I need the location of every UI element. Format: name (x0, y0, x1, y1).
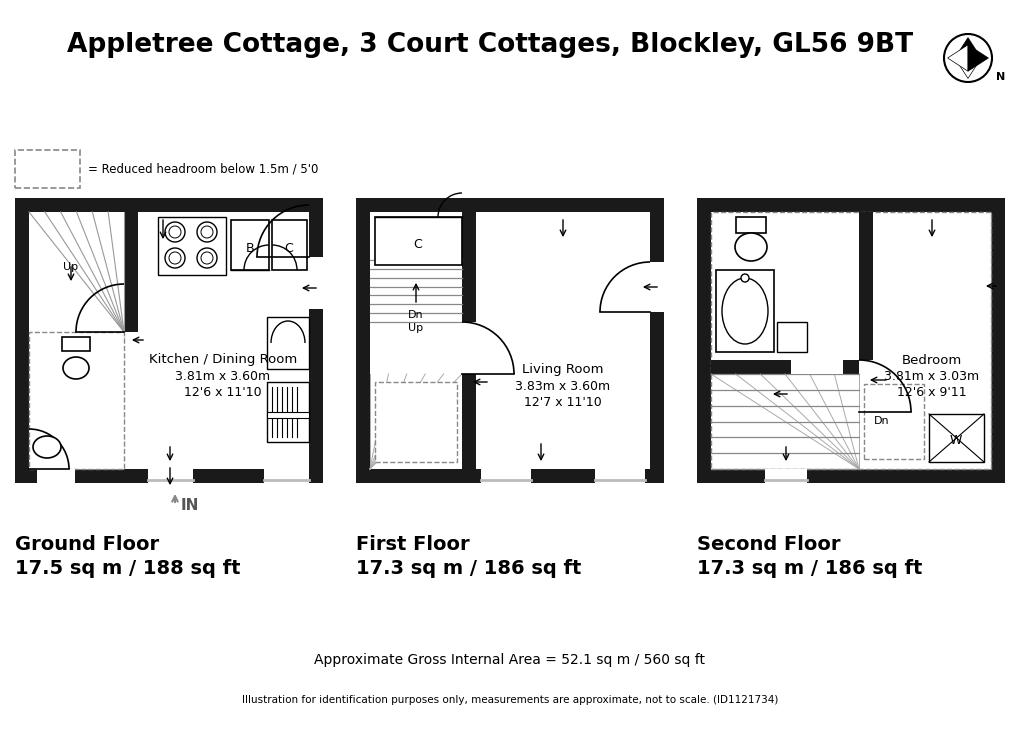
Text: Dn: Dn (873, 416, 889, 426)
Text: C: C (414, 238, 422, 250)
Bar (29, 332, 124, 469)
Circle shape (169, 226, 180, 238)
Polygon shape (954, 38, 980, 58)
Text: 12'6 x 9'11: 12'6 x 9'11 (897, 386, 966, 400)
Polygon shape (954, 58, 980, 79)
Bar (375, 217, 462, 265)
Text: 17.3 sq m / 186 sq ft: 17.3 sq m / 186 sq ft (356, 559, 581, 578)
Bar (375, 382, 457, 462)
Circle shape (943, 34, 991, 82)
Bar (928, 414, 983, 462)
Text: Illustration for identification purposes only, measurements are approximate, not: Illustration for identification purposes… (242, 695, 777, 705)
Text: IN: IN (180, 498, 199, 512)
Circle shape (197, 248, 217, 268)
Text: = Reduced headroom below 1.5m / 5'0: = Reduced headroom below 1.5m / 5'0 (88, 163, 318, 175)
Text: 3.83m x 3.60m: 3.83m x 3.60m (515, 381, 610, 394)
Bar (124, 212, 138, 332)
Text: C: C (284, 241, 293, 255)
Bar (37, 469, 75, 483)
Bar (370, 212, 649, 469)
Text: 12'7 x 11'10: 12'7 x 11'10 (524, 397, 601, 409)
Bar (863, 384, 923, 459)
Bar (15, 198, 323, 483)
Bar (230, 220, 269, 270)
Text: Appletree Cottage, 3 Court Cottages, Blockley, GL56 9BT: Appletree Cottage, 3 Court Cottages, Blo… (67, 32, 912, 58)
Ellipse shape (63, 357, 89, 379)
Bar (710, 212, 990, 469)
Bar (710, 360, 858, 374)
Bar (764, 469, 806, 483)
Bar (158, 217, 226, 275)
Ellipse shape (721, 278, 767, 344)
Bar (462, 374, 476, 469)
Text: Kitchen / Dining Room: Kitchen / Dining Room (149, 353, 297, 367)
Bar (462, 212, 476, 322)
Text: 3.81m x 3.03m: 3.81m x 3.03m (883, 370, 978, 383)
Ellipse shape (735, 233, 766, 261)
Bar (29, 212, 309, 469)
Text: B: B (246, 241, 254, 255)
Circle shape (197, 222, 217, 242)
Text: 17.5 sq m / 188 sq ft: 17.5 sq m / 188 sq ft (15, 559, 240, 578)
Circle shape (201, 226, 213, 238)
Bar (267, 317, 309, 369)
Text: Up: Up (408, 323, 423, 333)
Bar (309, 257, 323, 309)
Circle shape (165, 222, 184, 242)
Polygon shape (947, 45, 967, 71)
Bar (481, 469, 531, 483)
Circle shape (165, 248, 184, 268)
Text: Ground Floor: Ground Floor (15, 535, 159, 554)
Text: 3.81m x 3.60m: 3.81m x 3.60m (175, 370, 270, 383)
Bar (267, 382, 309, 442)
Circle shape (169, 252, 180, 264)
Text: 12'6 x 11'10: 12'6 x 11'10 (184, 386, 262, 400)
Bar (356, 198, 663, 483)
Text: N: N (995, 72, 1005, 82)
Bar (148, 469, 193, 483)
Text: Living Room: Living Room (522, 364, 603, 377)
Text: 17.3 sq m / 186 sq ft: 17.3 sq m / 186 sq ft (696, 559, 921, 578)
Ellipse shape (33, 436, 61, 458)
Bar (710, 212, 990, 469)
Bar (272, 220, 307, 270)
Text: Up: Up (63, 262, 78, 272)
Text: Approximate Gross Internal Area = 52.1 sq m / 560 sq ft: Approximate Gross Internal Area = 52.1 s… (314, 653, 705, 667)
Text: W: W (949, 434, 961, 447)
Text: First Floor: First Floor (356, 535, 469, 554)
Bar (790, 360, 842, 374)
Bar (736, 217, 765, 233)
Bar (858, 212, 872, 360)
Bar (264, 469, 309, 483)
Text: Bedroom: Bedroom (901, 353, 961, 367)
Bar (62, 337, 90, 351)
Bar (594, 469, 644, 483)
Polygon shape (967, 45, 987, 71)
Bar (696, 198, 1004, 483)
Text: Dn: Dn (408, 310, 424, 320)
Bar (15, 150, 79, 188)
Circle shape (740, 274, 748, 282)
Circle shape (201, 252, 213, 264)
Bar (267, 412, 309, 418)
Bar (715, 270, 773, 352)
Text: Second Floor: Second Floor (696, 535, 840, 554)
Bar (776, 322, 806, 352)
Bar (649, 262, 663, 312)
